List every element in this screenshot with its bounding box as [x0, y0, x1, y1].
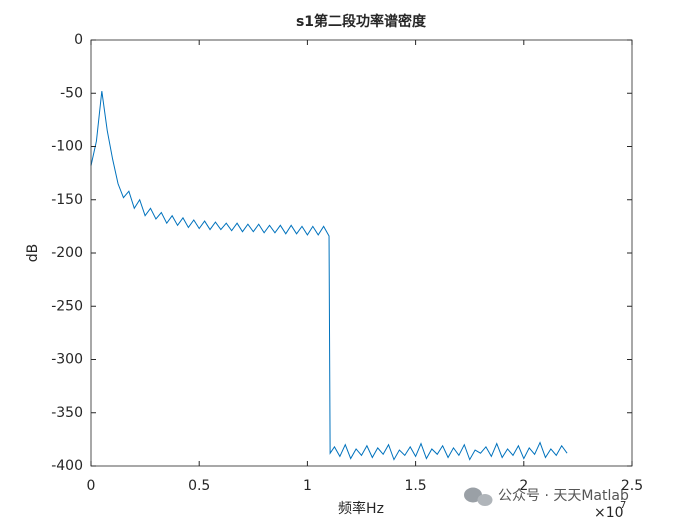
y-tick-label: 0	[74, 32, 83, 48]
y-tick-label: -350	[51, 405, 83, 421]
x-tick-label: 1	[303, 478, 312, 494]
watermark-icon	[464, 487, 493, 506]
x-tick-label: 2	[519, 478, 528, 494]
y-tick-label: -100	[51, 139, 83, 155]
x-axis-label: 频率Hz	[338, 500, 384, 517]
y-axis-label: dB	[25, 244, 41, 263]
x-tick-label: 0.5	[188, 478, 210, 494]
y-tick-label: -300	[51, 352, 83, 368]
psd-line	[90, 91, 568, 461]
y-tick-label: -250	[51, 298, 83, 314]
y-tick-label: -200	[51, 245, 83, 261]
watermark: 公众号 · 天天Matlab	[498, 488, 629, 504]
y-tick-label: -150	[51, 192, 83, 208]
chart-title: s1第二段功率谱密度	[296, 13, 427, 30]
x-tick-label: 0	[87, 478, 96, 494]
x-tick-label: 2.5	[621, 478, 643, 494]
x-multiplier-exp: 7	[620, 500, 626, 511]
y-tick-label: -400	[51, 458, 83, 474]
y-tick-label: -50	[60, 85, 83, 101]
x-multiplier: ×10	[594, 505, 624, 521]
x-tick-label: 1.5	[404, 478, 426, 494]
